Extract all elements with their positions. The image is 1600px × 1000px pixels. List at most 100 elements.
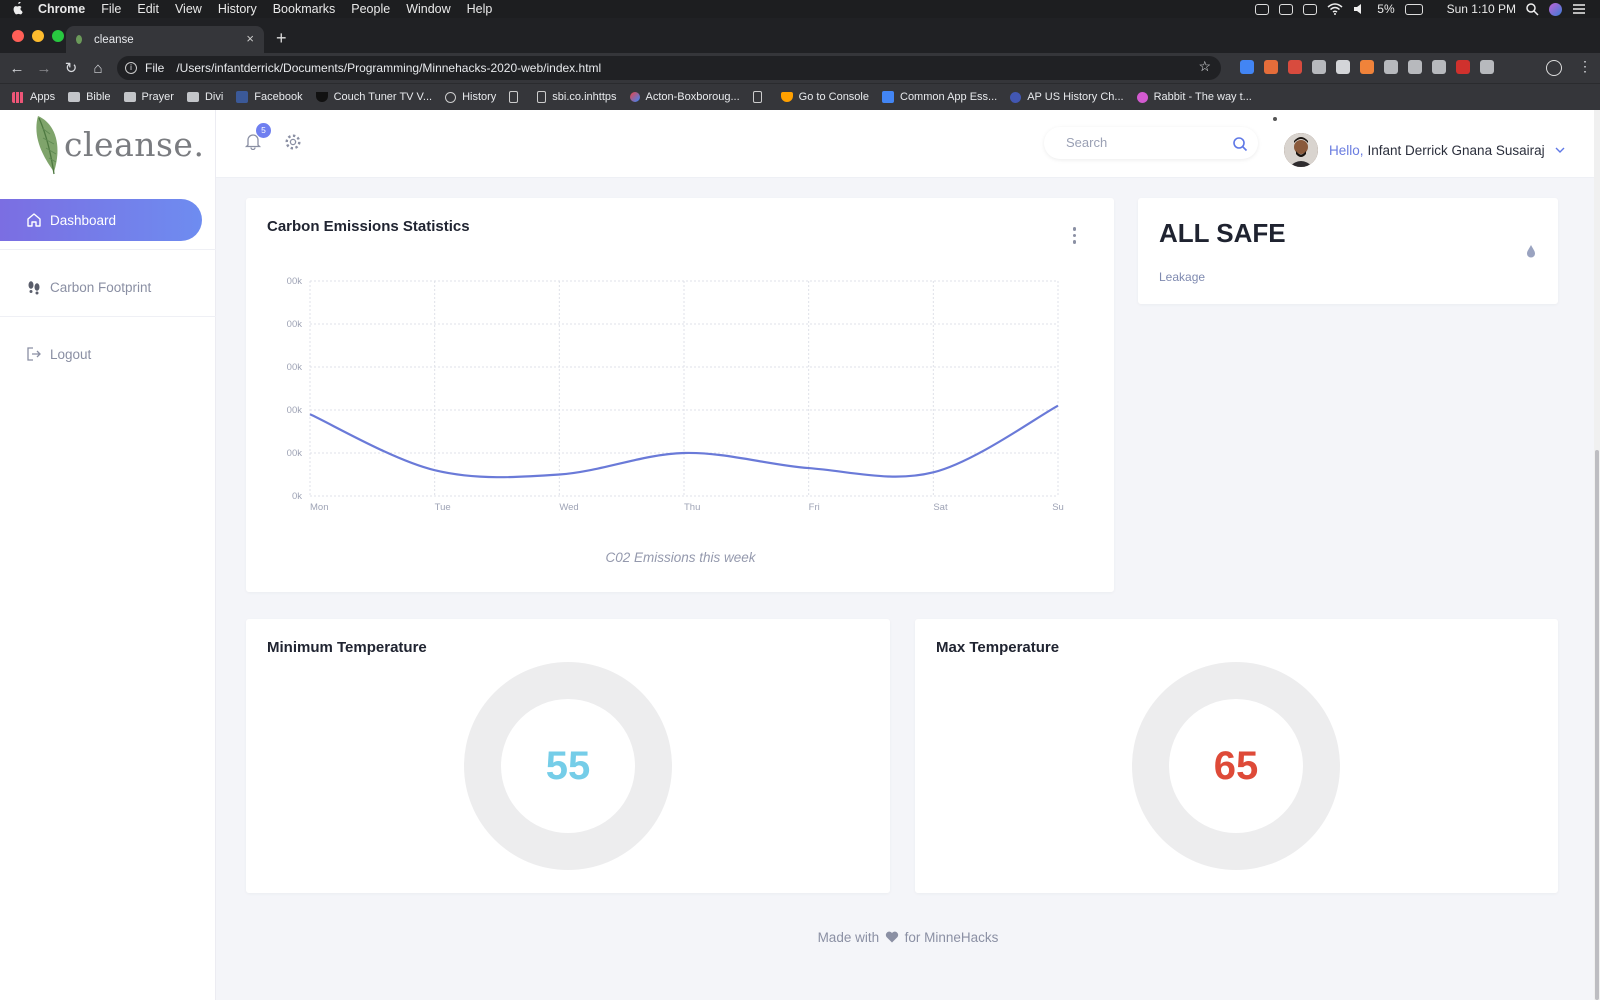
bookmark-link[interactable] [509, 91, 524, 103]
avatar[interactable] [1284, 133, 1318, 167]
bookmark-label: Facebook [254, 91, 303, 103]
max-temperature-gauge: 65 [1132, 662, 1340, 870]
browser-tab[interactable]: cleanse × [66, 26, 264, 53]
menu-history[interactable]: History [217, 2, 257, 16]
battery-icon[interactable] [1404, 3, 1423, 15]
page-icon [509, 91, 519, 103]
airplay-icon[interactable] [1303, 3, 1318, 15]
heart-icon [885, 931, 899, 943]
chrome-menu-icon[interactable]: ⋮ [1578, 58, 1592, 74]
status-icon[interactable] [1255, 3, 1270, 15]
user-greeting[interactable]: Hello, Infant Derrick Gnana Susairaj [1329, 143, 1545, 158]
extension-icon[interactable] [1336, 60, 1350, 74]
bookmark-label: Apps [30, 91, 56, 103]
bookmark-link[interactable]: AP US History Ch... [1010, 91, 1124, 103]
siri-icon[interactable] [1549, 2, 1562, 16]
footer: Made with for MinneHacks [216, 930, 1600, 945]
bookmark-star-icon[interactable]: ☆ [1198, 58, 1211, 74]
bookmark-link[interactable]: Common App Ess... [882, 91, 997, 103]
new-tab-icon[interactable]: + [276, 28, 287, 48]
bookmark-folder[interactable]: Bible [68, 91, 111, 103]
bookmark-link[interactable]: Facebook [236, 91, 303, 103]
bookmark-label: Rabbit - The way t... [1153, 91, 1252, 103]
max-temperature-value: 65 [1213, 743, 1259, 788]
close-window-button[interactable] [12, 30, 24, 42]
bookmark-folder[interactable]: Prayer [123, 91, 174, 103]
y-tick-label: 00k [287, 276, 303, 287]
extension-icon[interactable] [1240, 60, 1254, 74]
close-tab-icon[interactable]: × [246, 31, 254, 46]
x-tick-label: Mon [310, 502, 328, 513]
minimize-window-button[interactable] [32, 30, 44, 42]
extension-icon[interactable] [1360, 60, 1374, 74]
extension-icon[interactable] [1264, 60, 1278, 74]
back-icon[interactable]: ← [9, 59, 25, 77]
reload-icon[interactable]: ↻ [64, 60, 78, 77]
menu-chrome[interactable]: Chrome [38, 2, 86, 16]
bookmark-apps[interactable]: Apps [12, 91, 55, 103]
x-tick-label: Tue [435, 502, 451, 513]
sidebar-item-label: Logout [50, 346, 92, 362]
spotlight-icon[interactable] [1526, 2, 1539, 16]
wifi-icon[interactable] [1327, 3, 1343, 15]
page-icon [752, 91, 762, 103]
menu-edit[interactable]: Edit [137, 2, 159, 16]
bookmark-label: Common App Ess... [900, 91, 998, 103]
scrollbar-thumb[interactable] [1595, 450, 1599, 1000]
bookmark-link[interactable]: History [445, 91, 496, 103]
page-scrollbar[interactable] [1594, 110, 1600, 1000]
menu-view[interactable]: View [174, 2, 202, 16]
extension-icon[interactable] [1432, 60, 1446, 74]
menu-bookmarks[interactable]: Bookmarks [272, 2, 336, 16]
gear-icon[interactable] [284, 133, 302, 151]
url-text[interactable]: /Users/infantderrick/Documents/Programmi… [176, 61, 602, 75]
search-input[interactable]: Search [1044, 127, 1258, 159]
zoom-window-button[interactable] [52, 30, 64, 42]
apple-icon[interactable] [12, 2, 24, 16]
more-options-icon[interactable] [1072, 227, 1076, 244]
bookmark-link[interactable]: Couch Tuner TV V... [315, 91, 432, 103]
info-icon[interactable]: i [125, 62, 137, 74]
address-bar[interactable]: i File /Users/infantderrick/Documents/Pr… [117, 56, 1221, 80]
extension-icon[interactable] [1384, 60, 1398, 74]
forward-icon[interactable]: → [36, 59, 52, 77]
bookmarks-bar: Apps Bible Prayer Divi Facebook Couch Tu… [0, 83, 1600, 110]
bookmark-link[interactable]: Acton-Boxboroug... [629, 91, 740, 103]
extension-icon[interactable] [1408, 60, 1422, 74]
menu-file[interactable]: File [101, 2, 122, 16]
bookmark-folder[interactable]: Divi [186, 91, 223, 103]
tab-title: cleanse [94, 33, 134, 46]
notification-center-icon[interactable] [1572, 3, 1586, 15]
window-controls [12, 30, 64, 42]
sidebar-item-logout[interactable]: Logout [0, 333, 216, 375]
browser-toolbar: ← → ↻ ⌂ i File /Users/infantderrick/Docu… [0, 53, 1600, 83]
leaf-icon [36, 116, 58, 175]
clock[interactable]: Sun 1:10 PM [1446, 2, 1516, 16]
divider [0, 316, 216, 317]
bookmark-label: sbi.co.inhttps [552, 91, 617, 103]
home-icon[interactable]: ⌂ [93, 59, 103, 77]
sidebar-item-dashboard[interactable]: Dashboard [0, 199, 202, 241]
chevron-down-icon[interactable] [1555, 146, 1565, 154]
brand-logo[interactable]: cleanse. [30, 114, 204, 176]
sidebar: cleanse. Dashboard Carbon Footprint Logo… [0, 110, 216, 1000]
bell-icon[interactable] [244, 132, 262, 150]
bookmark-link[interactable] [752, 91, 768, 103]
search-icon[interactable] [1232, 136, 1248, 152]
extension-icon[interactable] [1312, 60, 1326, 74]
browser-tabstrip: cleanse × + [0, 18, 1600, 53]
volume-icon[interactable] [1353, 3, 1367, 15]
extension-icon[interactable] [1456, 60, 1470, 74]
menu-window[interactable]: Window [406, 2, 451, 16]
bookmark-link[interactable]: Go to Console [780, 91, 869, 103]
bookmark-link[interactable]: Rabbit - The way t... [1136, 91, 1252, 103]
menu-people[interactable]: People [351, 2, 391, 16]
sidebar-item-carbon-footprint[interactable]: Carbon Footprint [0, 266, 216, 308]
status-icon[interactable] [1279, 3, 1294, 15]
extension-icon[interactable] [1288, 60, 1302, 74]
x-tick-label: Thu [684, 502, 700, 513]
profile-icon[interactable] [1546, 60, 1562, 76]
extension-icon[interactable] [1480, 60, 1494, 74]
bookmark-link[interactable]: sbi.co.inhttps [537, 91, 617, 103]
menu-help[interactable]: Help [466, 2, 493, 16]
